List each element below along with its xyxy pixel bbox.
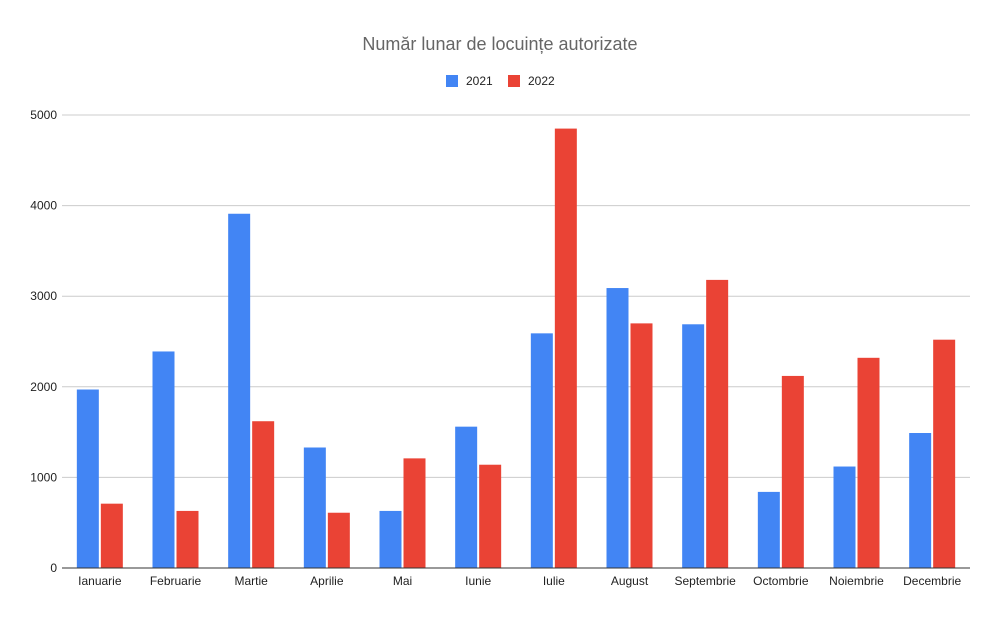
bar-2022-Ianuarie	[100, 503, 123, 568]
bar-2022-Martie	[252, 421, 275, 568]
bar-2021-Noiembrie	[833, 466, 856, 568]
x-tick-label: Iunie	[465, 574, 491, 588]
y-axis: 0 1000 2000 3000 4000 5000	[30, 108, 57, 575]
x-tick-label: Februarie	[150, 574, 202, 588]
bars	[76, 128, 956, 568]
bar-2021-Iunie	[455, 426, 478, 568]
y-tick-label: 2000	[30, 380, 57, 394]
x-tick-label: Aprilie	[310, 574, 344, 588]
y-tick-label: 0	[50, 561, 57, 575]
legend: 2021 2022	[446, 74, 555, 88]
bar-2022-Iunie	[479, 464, 502, 568]
bar-2021-Martie	[228, 213, 251, 568]
x-tick-label: Ianuarie	[78, 574, 122, 588]
legend-swatch-2021	[446, 75, 458, 87]
x-tick-label: Mai	[393, 574, 412, 588]
bar-2021-Februarie	[152, 351, 175, 568]
bar-2022-Februarie	[176, 510, 199, 568]
bar-2022-Noiembrie	[857, 357, 880, 568]
bar-2021-Ianuarie	[76, 389, 99, 568]
x-tick-label: Septembrie	[674, 574, 736, 588]
y-tick-label: 5000	[30, 108, 57, 122]
bar-2022-Iulie	[554, 128, 577, 568]
bar-2022-Aprilie	[327, 512, 350, 568]
bar-2022-Decembrie	[933, 339, 956, 568]
bar-2021-Iulie	[530, 333, 553, 568]
bar-2022-Octombrie	[781, 375, 804, 568]
y-tick-label: 1000	[30, 470, 57, 484]
y-tick-label: 4000	[30, 199, 57, 213]
gridlines	[62, 114, 970, 478]
x-tick-label: Martie	[234, 574, 268, 588]
legend-label: 2021	[466, 74, 493, 88]
chart-title: Număr lunar de locuințe autorizate	[362, 34, 637, 54]
legend-swatch-2022	[508, 75, 520, 87]
x-tick-label: Decembrie	[903, 574, 961, 588]
x-axis: Ianuarie Februarie Martie Aprilie Mai Iunie Iu…	[78, 574, 961, 588]
bar-2021-Octombrie	[757, 491, 780, 568]
bar-2021-Septembrie	[682, 324, 705, 568]
x-tick-label: Octombrie	[753, 574, 809, 588]
y-tick-label: 3000	[30, 289, 57, 303]
x-tick-label: Noiembrie	[829, 574, 884, 588]
x-tick-label: August	[611, 574, 649, 588]
bar-2021-Mai	[379, 510, 402, 568]
x-tick-label: Iulie	[543, 574, 565, 588]
bar-2022-Mai	[403, 458, 426, 568]
bar-2022-Septembrie	[706, 279, 729, 568]
legend-label: 2022	[528, 74, 555, 88]
bar-2021-Aprilie	[303, 447, 326, 568]
bar-2021-August	[606, 288, 629, 568]
bar-2022-August	[630, 323, 653, 568]
bar-2021-Decembrie	[909, 433, 932, 568]
